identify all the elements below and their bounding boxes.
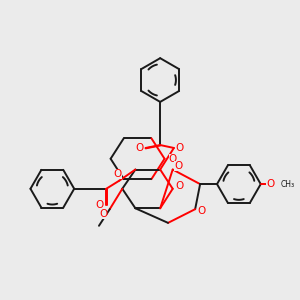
Text: O: O (266, 179, 275, 189)
Text: O: O (174, 161, 183, 171)
Text: O: O (99, 209, 107, 219)
Text: O: O (176, 182, 184, 191)
Text: CH₃: CH₃ (280, 180, 294, 189)
Text: O: O (135, 143, 143, 153)
Text: O: O (96, 200, 104, 210)
Text: O: O (114, 169, 122, 179)
Text: O: O (197, 206, 206, 216)
Text: O: O (169, 154, 177, 164)
Text: O: O (176, 143, 184, 153)
